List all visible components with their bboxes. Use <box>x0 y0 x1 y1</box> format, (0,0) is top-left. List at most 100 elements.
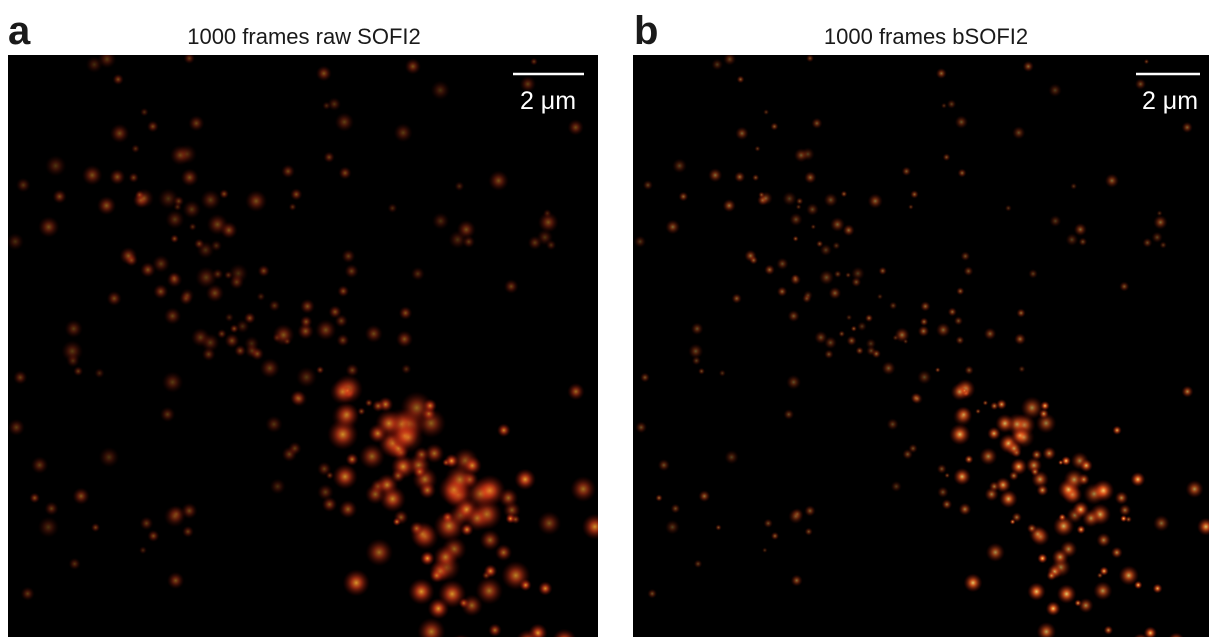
fluorescence-spot <box>777 286 788 297</box>
fluorescence-spot <box>514 469 536 491</box>
fluorescence-spot <box>1030 467 1039 476</box>
fluorescence-spot <box>269 300 281 312</box>
fluorescence-spot <box>647 589 657 599</box>
fluorescence-spot <box>1048 83 1062 97</box>
fluorescence-spot <box>1186 480 1204 498</box>
fluorescence-spot <box>335 112 354 131</box>
fluorescence-spot <box>289 203 297 211</box>
fluorescence-spot <box>409 521 424 536</box>
fluorescence-spot <box>399 306 413 320</box>
fluorescence-spot <box>1093 581 1112 600</box>
fluorescence-spot <box>1119 565 1139 585</box>
fluorescence-spot <box>782 191 797 206</box>
fluorescence-spot <box>38 216 59 237</box>
fluorescence-spot <box>82 165 103 186</box>
fluorescence-spot <box>655 494 662 501</box>
fluorescence-spot <box>429 568 444 583</box>
fluorescence-spot <box>13 370 27 384</box>
fluorescence-spot <box>985 487 999 501</box>
fluorescence-spot <box>889 302 897 310</box>
fluorescence-spot <box>963 266 973 276</box>
fluorescence-spot <box>912 393 923 404</box>
fluorescence-spot <box>147 121 159 133</box>
fluorescence-spot <box>843 224 855 236</box>
fluorescence-spot <box>672 158 687 173</box>
fluorescence-spot <box>1066 233 1079 246</box>
fluorescence-spot <box>220 222 237 239</box>
fluorescence-spot <box>634 236 646 248</box>
fluorescence-spot <box>851 325 857 331</box>
fluorescence-spot <box>956 287 964 295</box>
scale-bar-label: 2 μm <box>520 87 576 115</box>
fluorescence-spot <box>6 233 24 251</box>
fluorescence-spot <box>791 574 803 586</box>
fluorescence-spot <box>140 262 156 278</box>
fluorescence-spot <box>789 213 802 226</box>
fluorescence-spot <box>806 54 814 62</box>
fluorescence-spot <box>955 406 972 423</box>
fluorescence-spot <box>338 166 351 179</box>
fluorescence-spot <box>1105 174 1119 188</box>
fluorescence-spot <box>119 247 137 265</box>
fluorescence-spot <box>737 75 745 83</box>
fluorescence-spot <box>796 204 802 210</box>
fluorescence-spot <box>454 181 464 191</box>
fluorescence-spot <box>975 409 981 415</box>
fluorescence-spot <box>258 265 270 277</box>
fluorescence-spot <box>891 481 902 492</box>
fluorescence-spot <box>38 517 59 538</box>
fluorescence-spot <box>918 325 930 337</box>
fluorescence-spot <box>546 240 557 251</box>
fluorescence-spot <box>954 316 963 325</box>
fluorescence-spot <box>735 127 749 141</box>
fluorescence-spot <box>165 210 184 229</box>
fluorescence-spot <box>1096 533 1111 548</box>
fluorescence-spot <box>744 250 756 262</box>
fluorescence-spot <box>405 58 421 74</box>
fluorescence-spot <box>1160 241 1167 248</box>
fluorescence-spot <box>265 416 282 433</box>
fluorescence-spot <box>217 329 227 339</box>
fluorescence-spot <box>841 191 848 198</box>
fluorescence-spot <box>168 505 186 523</box>
fluorescence-spot <box>188 115 204 131</box>
figure: a 1000 frames raw SOFI2 2 μm b 1000 fram… <box>0 0 1209 637</box>
fluorescence-spot <box>887 418 899 430</box>
fluorescence-spot <box>1010 519 1016 525</box>
fluorescence-spot <box>1013 427 1034 448</box>
fluorescence-spot <box>878 267 887 276</box>
fluorescence-spot <box>984 327 997 340</box>
fluorescence-spot <box>1021 396 1044 419</box>
fluorescence-spot <box>139 546 147 554</box>
fluorescence-spot <box>846 336 856 346</box>
fluorescence-spot <box>219 189 229 199</box>
fluorescence-spot <box>708 168 722 182</box>
fluorescence-spot <box>184 53 195 64</box>
fluorescence-spot <box>793 236 799 242</box>
fluorescence-spot <box>97 196 116 215</box>
fluorescence-spot <box>949 424 971 446</box>
fluorescence-spot <box>335 403 359 427</box>
fluorescence-spot <box>805 528 813 536</box>
fluorescence-spot <box>771 532 779 540</box>
fluorescence-spot <box>1023 61 1034 72</box>
fluorescence-spot <box>225 313 234 322</box>
fluorescence-spot <box>1181 386 1193 398</box>
fluorescence-spot <box>234 345 246 357</box>
fluorescence-spot <box>230 324 239 333</box>
fluorescence-spot <box>935 367 941 373</box>
fluorescence-spot <box>763 519 772 528</box>
fluorescence-spot <box>511 514 521 524</box>
fluorescence-spot <box>257 292 266 301</box>
fluorescence-spot <box>804 171 817 184</box>
fluorescence-spot <box>723 199 736 212</box>
fluorescence-spot <box>401 364 411 374</box>
fluorescence-spot <box>1049 215 1061 227</box>
fluorescence-spot <box>189 223 197 231</box>
panel-a: a 1000 frames raw SOFI2 2 μm <box>6 9 607 637</box>
fluorescence-spot <box>868 193 883 208</box>
fluorescence-spot <box>986 543 1005 562</box>
fluorescence-spot <box>29 493 40 504</box>
scale-bar-label: 2 μm <box>1142 87 1198 115</box>
fluorescence-spot <box>951 383 969 401</box>
